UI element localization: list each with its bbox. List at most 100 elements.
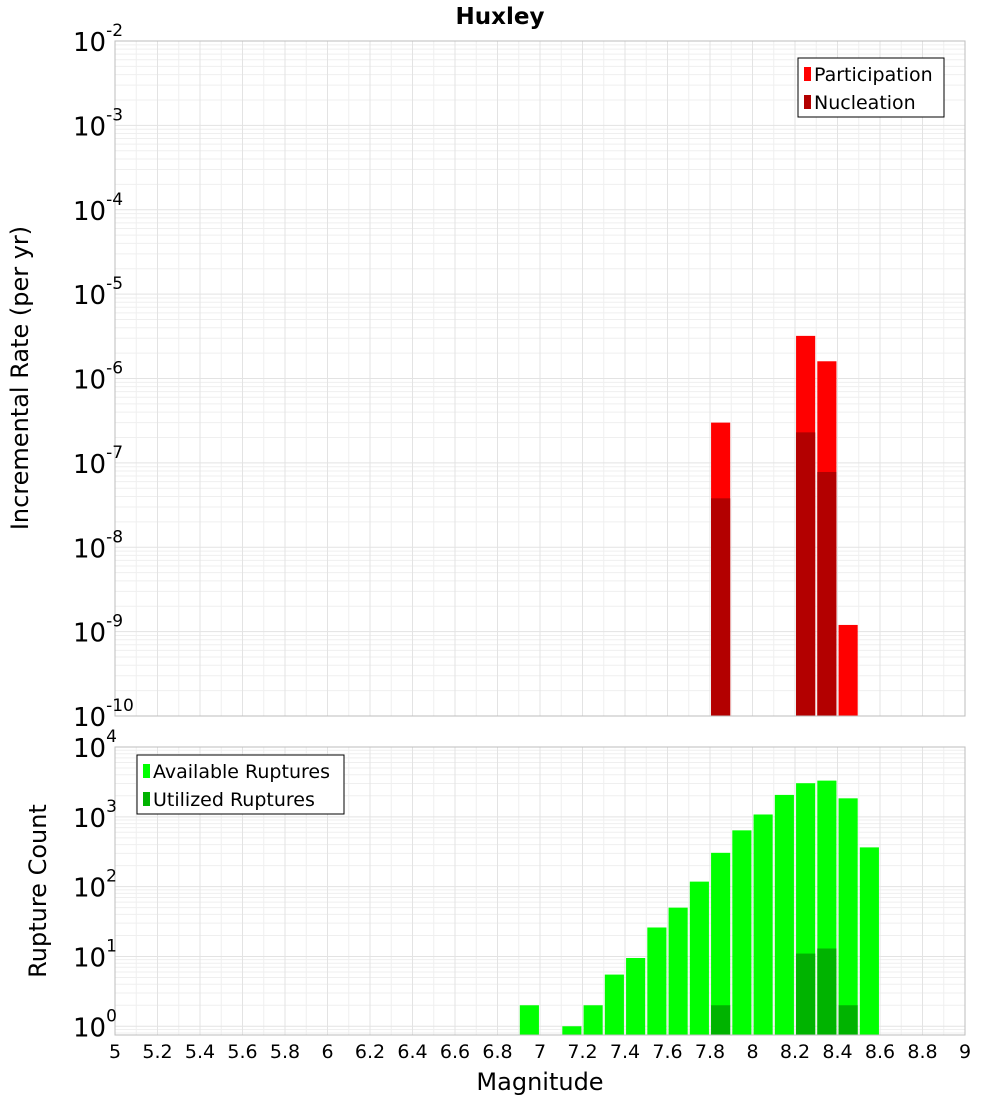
bar-1-1-3 — [838, 1005, 858, 1035]
x-tick-label: 8.6 — [865, 1041, 895, 1063]
y-tick-label: 10-6 — [73, 359, 123, 396]
chart-panel-0: 10-210-310-410-510-610-710-810-910-10Inc… — [6, 21, 966, 733]
legend-label-0: Available Ruptures — [153, 761, 330, 783]
x-tick-label: 9 — [959, 1041, 971, 1063]
x-tick-label: 7.6 — [652, 1041, 682, 1063]
legend-swatch-0 — [143, 764, 150, 778]
y-tick-base: 10 — [73, 450, 106, 480]
legend-box — [797, 57, 945, 118]
bar-1-0-8 — [711, 852, 731, 1035]
bar-1-0-2 — [583, 1005, 603, 1035]
y-axis-label: Rupture Count — [24, 804, 52, 978]
bar-0-1-0 — [711, 498, 731, 716]
y-tick-exp: -6 — [106, 359, 123, 379]
bar-0-1-2 — [817, 471, 837, 716]
x-tick-label: 7 — [534, 1041, 546, 1063]
y-tick-label: 101 — [73, 936, 117, 973]
bar-1-0-10 — [753, 814, 773, 1035]
y-tick-base: 10 — [73, 703, 106, 733]
y-tick-label: 104 — [73, 727, 117, 764]
x-tick-label: 5.4 — [185, 1041, 215, 1063]
y-tick-label: 10-7 — [73, 443, 123, 480]
bar-1-0-0 — [519, 1005, 539, 1035]
x-axis-label: Magnitude — [476, 1068, 603, 1096]
x-tick-label: 5.6 — [227, 1041, 257, 1063]
legend-box — [136, 754, 345, 815]
y-tick-label: 103 — [73, 797, 117, 834]
y-tick-base: 10 — [73, 197, 106, 227]
legend-1: Available Ruptures Utilized Ruptures — [136, 754, 345, 815]
x-tick-label: 7.2 — [567, 1041, 597, 1063]
y-tick-base: 10 — [73, 1013, 106, 1043]
plot-frame — [114, 746, 966, 1036]
y-tick-exp: -8 — [106, 527, 123, 547]
y-tick-label: 10-3 — [73, 105, 123, 142]
bar-1-1-2 — [817, 948, 837, 1035]
x-tick-label: 7.4 — [610, 1041, 640, 1063]
y-tick-exp: 2 — [106, 867, 117, 887]
x-tick-label: 8.4 — [822, 1041, 852, 1063]
legend-label-1: Utilized Ruptures — [153, 789, 315, 811]
y-tick-label: 10-2 — [73, 21, 123, 58]
y-tick-exp: 3 — [106, 797, 117, 817]
y-tick-base: 10 — [73, 28, 106, 58]
y-tick-label: 102 — [73, 867, 117, 904]
legend-0: Participation Nucleation — [797, 57, 945, 118]
bar-1-0-6 — [668, 907, 688, 1035]
bar-1-0-15 — [859, 847, 879, 1035]
x-tick-label: 6 — [321, 1041, 333, 1063]
bar-1-0-5 — [647, 927, 667, 1035]
y-tick-base: 10 — [73, 619, 106, 649]
y-tick-label: 10-8 — [73, 527, 123, 564]
y-tick-base: 10 — [73, 112, 106, 142]
y-axis-label: Incremental Rate (per yr) — [6, 226, 34, 530]
y-tick-base: 10 — [73, 874, 106, 904]
y-tick-label: 10-4 — [73, 190, 123, 227]
x-tick-label: 6.6 — [440, 1041, 470, 1063]
legend-swatch-1 — [143, 792, 150, 806]
bar-1-0-3 — [604, 974, 624, 1035]
y-tick-exp: -9 — [106, 612, 123, 632]
y-tick-base: 10 — [73, 804, 106, 834]
y-tick-exp: 4 — [106, 727, 117, 747]
y-tick-label: 10-10 — [73, 696, 134, 733]
plot-frame — [114, 40, 966, 717]
y-tick-label: 100 — [73, 1006, 117, 1043]
y-tick-exp: 1 — [106, 936, 117, 956]
bar-0-1-1 — [796, 432, 816, 716]
bar-1-0-14 — [838, 798, 858, 1035]
legend-swatch-1 — [804, 95, 811, 109]
y-tick-base: 10 — [73, 281, 106, 311]
bar-1-0-7 — [689, 881, 709, 1035]
x-tick-label: 8 — [746, 1041, 758, 1063]
y-tick-base: 10 — [73, 734, 106, 764]
x-tick-label: 8.2 — [780, 1041, 810, 1063]
y-tick-exp: -4 — [106, 190, 123, 210]
bar-1-0-9 — [732, 830, 752, 1035]
x-tick-label: 5.8 — [270, 1041, 300, 1063]
y-tick-exp: 0 — [106, 1006, 117, 1026]
y-tick-label: 10-9 — [73, 612, 123, 649]
y-tick-base: 10 — [73, 366, 106, 396]
legend-label-0: Participation — [814, 64, 933, 86]
chart-title: Huxley — [456, 4, 545, 30]
x-tick-label: 5 — [109, 1041, 121, 1063]
x-tick-label: 8.8 — [907, 1041, 937, 1063]
y-tick-label: 10-5 — [73, 274, 123, 311]
bar-1-1-1 — [796, 953, 816, 1035]
y-tick-base: 10 — [73, 534, 106, 564]
x-tick-label: 7.8 — [695, 1041, 725, 1063]
y-tick-exp: -5 — [106, 274, 123, 294]
x-tick-label: 5.2 — [142, 1041, 172, 1063]
x-tick-label: 6.2 — [355, 1041, 385, 1063]
bar-1-0-4 — [626, 958, 646, 1035]
bar-1-1-0 — [711, 1005, 731, 1035]
y-tick-exp: -3 — [106, 105, 123, 125]
x-tick-label: 6.8 — [482, 1041, 512, 1063]
legend-swatch-0 — [804, 67, 811, 81]
bar-1-0-11 — [774, 794, 794, 1035]
y-tick-exp: -2 — [106, 21, 123, 41]
